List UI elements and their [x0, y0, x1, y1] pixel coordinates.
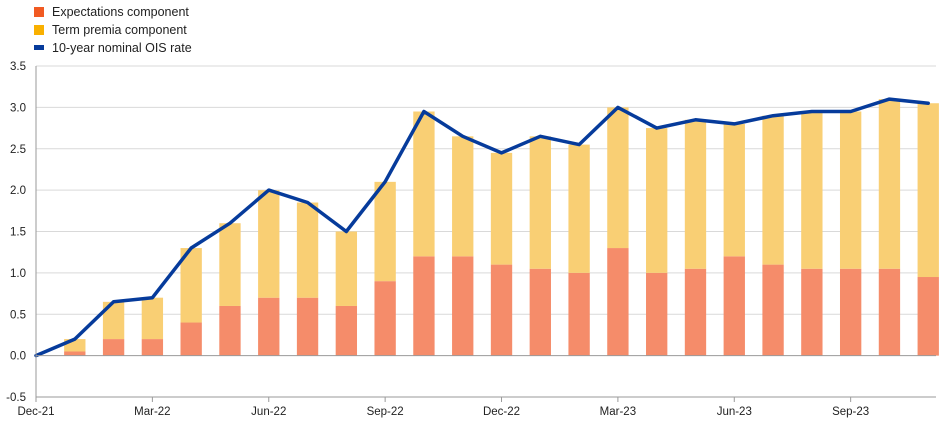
- point-ois-rate-2022-02: [112, 300, 115, 304]
- point-ois-rate-2022-12: [500, 151, 503, 155]
- bar-term-premia-2023-03: [607, 107, 629, 249]
- bar-expectations-2023-11: [917, 277, 939, 356]
- point-ois-rate-2022-08: [345, 230, 348, 233]
- point-ois-rate-2023-10: [888, 97, 891, 101]
- line-series: [34, 97, 930, 358]
- bar-term-premia-2023-10: [878, 99, 901, 269]
- legend-swatch-term-premia-component: [34, 25, 44, 35]
- bar-term-premia-2022-06: [258, 190, 280, 298]
- y-tick-label-0: -0.5: [6, 392, 26, 404]
- bar-expectations-2022-06: [258, 297, 280, 356]
- bar-term-premia-2023-02: [568, 144, 590, 273]
- bar-expectations-2022-03: [141, 339, 164, 356]
- y-tick-label-4: 1.5: [10, 227, 26, 239]
- point-ois-rate-2023-06: [733, 122, 736, 126]
- point-ois-rate-2023-03: [616, 106, 620, 109]
- bar-term-premia-2023-05: [684, 119, 707, 269]
- legend-label-expectations-component: Expectations component: [52, 5, 189, 19]
- point-ois-rate-2022-11: [461, 135, 464, 138]
- bar-expectations-2022-02: [102, 339, 125, 356]
- bar-term-premia-2023-04: [646, 128, 668, 273]
- bar-term-premia-2022-09: [374, 181, 396, 282]
- legend-swatch-ois-rate: [34, 45, 44, 50]
- x-tick-label-5: Mar-23: [600, 406, 636, 418]
- y-tick-label-6: 2.5: [10, 144, 26, 156]
- bar-expectations-2023-07: [762, 264, 784, 356]
- legend-label-ois-rate: 10-year nominal OIS rate: [52, 41, 192, 55]
- bar-term-premia-2023-06: [723, 123, 745, 257]
- point-ois-rate-2022-10: [422, 110, 426, 113]
- point-ois-rate-2023-02: [577, 143, 581, 146]
- x-tick-label-7: Sep-23: [832, 406, 869, 418]
- bar-term-premia-2022-11: [452, 136, 474, 257]
- point-ois-rate-2023-08: [810, 110, 814, 113]
- point-ois-rate-2022-01: [73, 337, 76, 341]
- bar-expectations-2022-09: [374, 281, 396, 356]
- bar-expectations-2023-09: [839, 268, 862, 356]
- y-tick-label-2: 0.5: [10, 309, 26, 321]
- point-ois-rate-2023-05: [694, 118, 697, 121]
- point-ois-rate-2022-05: [228, 222, 232, 225]
- legend-swatch-expectations-component: [34, 7, 44, 17]
- bar-term-premia-2022-05: [219, 223, 241, 306]
- bar-term-premia-2022-12: [490, 152, 513, 265]
- bar-series: [64, 99, 939, 356]
- bar-expectations-2022-12: [490, 264, 513, 356]
- point-ois-rate-2023-01: [539, 135, 542, 138]
- x-tick-label-0: Dec-21: [17, 406, 54, 418]
- point-ois-rate-2023-11: [927, 102, 930, 105]
- point-ois-rate-2023-04: [655, 126, 658, 130]
- bar-term-premia-2022-10: [413, 111, 435, 257]
- bar-term-premia-2023-07: [762, 115, 784, 265]
- bar-term-premia-2023-01: [529, 136, 551, 269]
- bar-expectations-2023-06: [723, 256, 745, 356]
- bar-expectations-2022-10: [413, 256, 435, 356]
- y-tick-label-7: 3.0: [10, 102, 26, 114]
- x-tick-label-2: Jun-22: [251, 406, 286, 418]
- x-tick-label-4: Dec-22: [483, 406, 520, 418]
- bar-term-premia-2022-08: [335, 231, 358, 306]
- legend-label-term-premia-component: Term premia component: [52, 23, 187, 37]
- point-ois-rate-2022-09: [383, 180, 387, 184]
- bar-term-premia-2022-07: [296, 202, 319, 298]
- x-tick-label-1: Mar-22: [134, 406, 170, 418]
- bar-expectations-2023-10: [878, 268, 901, 356]
- bar-expectations-2023-02: [568, 272, 590, 356]
- bar-expectations-2022-01: [64, 351, 86, 356]
- bar-expectations-2023-08: [801, 268, 823, 356]
- y-tick-label-8: 3.5: [10, 61, 26, 73]
- bar-expectations-2023-05: [684, 268, 707, 356]
- bar-term-premia-2022-04: [180, 248, 202, 323]
- bar-expectations-2022-05: [219, 305, 241, 356]
- y-tick-label-1: 0.0: [10, 351, 26, 363]
- y-tick-label-3: 1.0: [10, 268, 26, 280]
- y-tick-label-5: 2.0: [10, 185, 26, 197]
- legend: Expectations component Term premia compo…: [34, 5, 192, 55]
- bar-expectations-2023-01: [529, 268, 551, 356]
- gridlines: [36, 65, 936, 398]
- bar-expectations-2022-11: [452, 256, 474, 356]
- bar-term-premia-2023-09: [839, 111, 862, 269]
- axes: -0.5 0.0 0.5 1.0 1.5 2.0 2.5 3.0 3.5 Dec-21 Mar-22…: [6, 61, 936, 418]
- point-ois-rate-2022-06: [267, 188, 270, 192]
- point-ois-rate-2022-04: [189, 246, 193, 250]
- point-ois-rate-2023-07: [771, 114, 775, 117]
- bar-expectations-2022-04: [180, 322, 202, 356]
- bar-term-premia-2023-08: [801, 111, 823, 269]
- point-ois-rate-2022-07: [306, 201, 309, 204]
- line-ois-rate: [34, 97, 930, 358]
- bar-term-premia-2022-03: [141, 297, 164, 340]
- bar-expectations-2023-04: [646, 272, 668, 356]
- bar-term-premia-2023-11: [917, 103, 939, 278]
- bar-term-premia-2022-02: [102, 301, 125, 340]
- point-ois-rate-2023-09: [849, 110, 852, 113]
- x-tick-label-3: Sep-22: [367, 406, 404, 418]
- bar-expectations-2022-08: [335, 305, 358, 356]
- x-tick-label-6: Jun-23: [717, 406, 752, 418]
- point-ois-rate-2022-03: [151, 296, 154, 299]
- bar-expectations-2022-07: [296, 297, 319, 356]
- bar-expectations-2023-03: [607, 248, 629, 356]
